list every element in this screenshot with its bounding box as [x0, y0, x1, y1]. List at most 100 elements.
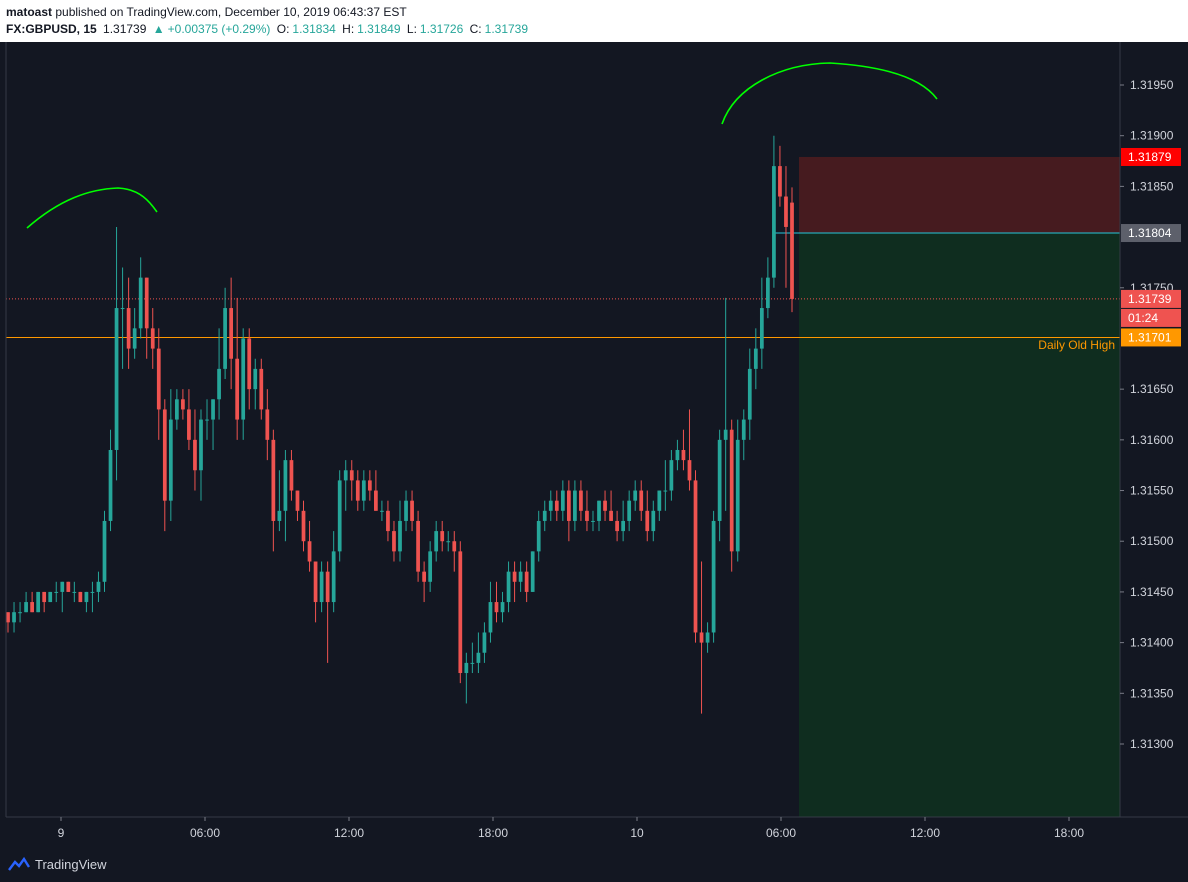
candle-body	[223, 308, 227, 369]
candle-body	[60, 581, 65, 592]
close-label: C:	[469, 22, 482, 36]
candle	[518, 561, 523, 592]
y-tick-label: 1.31550	[1130, 484, 1174, 498]
candle	[78, 591, 83, 603]
candle-body	[458, 551, 463, 674]
close-value: 1.31739	[484, 22, 529, 36]
candle-body	[428, 551, 433, 582]
candle	[506, 561, 511, 613]
candle-body	[102, 520, 107, 582]
publisher-name[interactable]: matoast	[6, 5, 53, 19]
candle	[380, 500, 384, 521]
candle	[162, 399, 167, 532]
candle-body	[380, 510, 384, 512]
time-axis[interactable]: 9 06:00 12:00 18:00 10 06:00 12:00 18:00	[58, 817, 1085, 840]
left-arc-drawing[interactable]	[26, 187, 158, 229]
candle-body	[42, 591, 47, 603]
candle	[766, 257, 770, 319]
candle	[374, 470, 378, 511]
candle	[494, 581, 499, 623]
price-axis[interactable]: 1.319501.319001.318501.317501.316501.316…	[1120, 78, 1174, 751]
candle-body	[156, 348, 161, 410]
symbol-label[interactable]: FX:GBPUSD, 15	[6, 22, 97, 36]
candle-body	[54, 591, 59, 593]
candle	[398, 500, 402, 562]
candle-body	[398, 520, 402, 552]
candle-body	[651, 510, 656, 532]
candle	[428, 541, 433, 592]
price-tag-box	[1121, 224, 1181, 243]
candlestick-chart[interactable]: 1.319501.319001.318501.317501.316501.316…	[0, 42, 1188, 850]
candle	[579, 480, 583, 521]
candle	[289, 449, 294, 501]
candle-body	[114, 308, 119, 450]
candle	[144, 277, 149, 359]
candle	[6, 612, 10, 633]
candle-body	[72, 591, 77, 593]
price-tag: 1.31701	[1121, 328, 1181, 347]
tradingview-logo[interactable]: TradingView	[8, 856, 107, 872]
candle	[784, 166, 788, 288]
open-value: 1.31834	[292, 22, 336, 36]
candle	[114, 226, 119, 481]
candle	[30, 591, 34, 613]
brand-text: TradingView	[35, 856, 107, 872]
candle	[24, 591, 28, 613]
candle	[651, 500, 656, 542]
candle-body	[199, 419, 203, 471]
candle-body	[657, 490, 662, 511]
candle-body	[247, 338, 252, 390]
candle	[657, 490, 662, 521]
candle-body	[138, 277, 143, 329]
chart-area[interactable]: 1.31950 1.31900 1.31850 1.31750 1.31650 1.316…	[0, 42, 1188, 850]
price-tag-box	[1121, 328, 1181, 347]
candle	[753, 328, 758, 390]
x-tick-label: 10	[630, 826, 644, 840]
x-tick-label: 12:00	[910, 826, 940, 840]
candle-body	[217, 368, 221, 400]
candle-body	[187, 409, 191, 440]
candle-body	[181, 399, 185, 410]
candle-body	[205, 419, 209, 421]
candle-body	[741, 419, 746, 440]
candle	[223, 287, 227, 380]
candle-body	[349, 470, 354, 481]
candle-body	[30, 602, 34, 613]
trendline-drawings	[26, 62, 938, 229]
candle	[542, 500, 547, 532]
right-arc-drawing[interactable]	[721, 62, 938, 125]
y-tick-label: 1.31600	[1130, 433, 1174, 447]
price-tag-box	[1121, 308, 1181, 327]
candle	[211, 399, 215, 450]
candle-body	[542, 510, 547, 521]
candle	[591, 510, 595, 532]
candle	[337, 470, 342, 562]
candle	[512, 561, 517, 603]
y-tick-label: 1.31500	[1130, 534, 1174, 548]
candle	[603, 490, 607, 521]
candle	[621, 500, 626, 542]
candle	[681, 429, 686, 471]
candle-body	[343, 470, 348, 481]
candle-body	[422, 571, 426, 582]
candle-body	[84, 591, 89, 603]
candle	[138, 257, 143, 339]
candle	[168, 389, 173, 521]
candle	[18, 602, 22, 623]
price-tag: 1.31804	[1121, 224, 1181, 243]
price-lines	[6, 232, 1120, 338]
candle	[205, 399, 209, 440]
candle-body	[476, 652, 481, 663]
candle-body	[265, 409, 270, 440]
candle-body	[560, 490, 565, 511]
candle-body	[120, 308, 125, 310]
candle-body	[367, 480, 372, 491]
price-tag-label: 1.31701	[1128, 330, 1172, 344]
candle	[470, 642, 475, 674]
candle	[530, 551, 535, 592]
candle-body	[753, 348, 758, 369]
candle-body	[566, 490, 571, 521]
x-tick-label: 9	[58, 826, 65, 840]
tradingview-icon	[8, 856, 30, 871]
candle-body	[675, 449, 680, 461]
